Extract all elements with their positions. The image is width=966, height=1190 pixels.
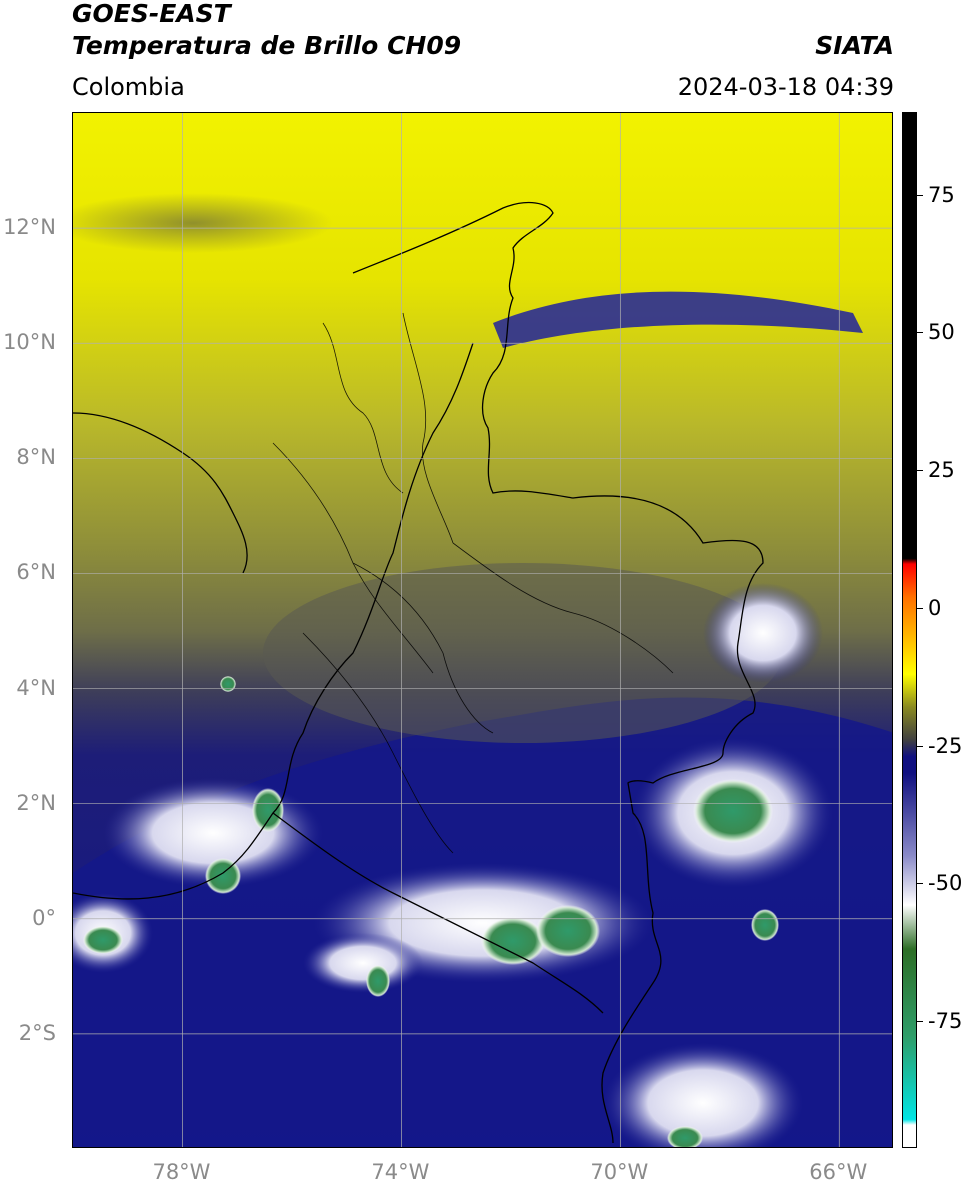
colorbar xyxy=(902,112,917,1148)
lat-label: 10°N xyxy=(3,330,56,355)
colorbar-tick-label: -75 xyxy=(928,1009,963,1034)
lon-label: 78°W xyxy=(152,1160,211,1184)
colorbar-tick-label: -50 xyxy=(928,871,963,896)
region-label: Colombia xyxy=(72,73,185,101)
datetime-label: 2024-03-18 04:39 xyxy=(677,73,894,101)
lat-label: 0° xyxy=(32,905,56,930)
agency-label: SIATA xyxy=(815,31,894,60)
lat-label: 6°N xyxy=(16,560,56,585)
graticule xyxy=(73,113,892,1147)
lat-label: 2°N xyxy=(16,790,56,815)
colorbar-tick-mark xyxy=(917,194,923,196)
lon-label: 70°W xyxy=(590,1160,649,1184)
colorbar-tick-label: -25 xyxy=(928,733,963,758)
colorbar-tick-label: 50 xyxy=(928,320,955,345)
satellite-map[interactable] xyxy=(72,112,893,1148)
lon-label: 74°W xyxy=(371,1160,430,1184)
colorbar-tick-label: 25 xyxy=(928,458,955,483)
colorbar-tick-mark xyxy=(917,1021,923,1023)
colorbar-tick-mark xyxy=(917,745,923,747)
map-canvas xyxy=(73,113,892,1147)
lat-label: 12°N xyxy=(3,215,56,240)
lon-label: 66°W xyxy=(809,1160,868,1184)
colorbar-tick-mark xyxy=(917,883,923,885)
lat-label: 8°N xyxy=(16,445,56,470)
lat-label: 4°N xyxy=(16,675,56,700)
colorbar-tick-label: 75 xyxy=(928,182,955,207)
colorbar-tick-mark xyxy=(917,470,923,472)
lat-label: 2°S xyxy=(18,1020,56,1045)
colorbar-tick-mark xyxy=(917,332,923,334)
satellite-title: GOES-EAST xyxy=(72,0,231,28)
colorbar-tick-mark xyxy=(917,607,923,609)
colorbar-tick-label: 0 xyxy=(928,595,942,620)
product-title: Temperatura de Brillo CH09 xyxy=(72,31,462,60)
